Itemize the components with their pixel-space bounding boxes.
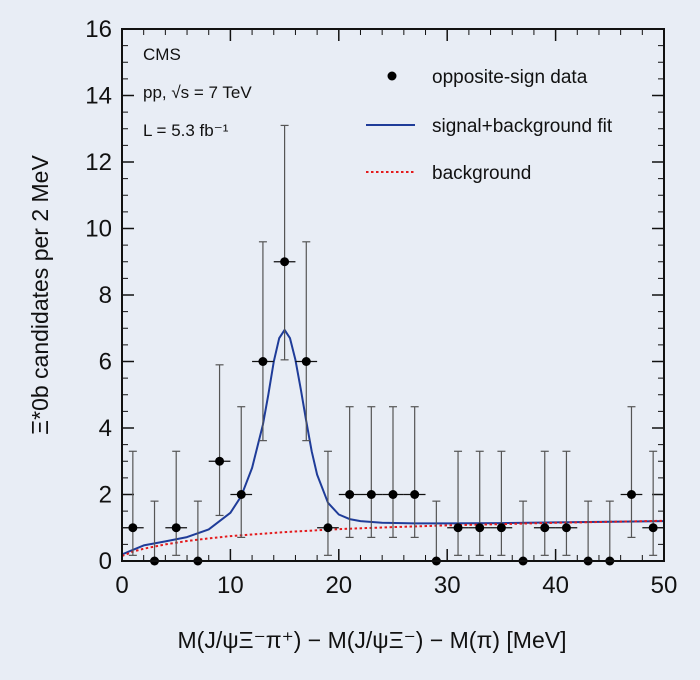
- legend-label-background: background: [432, 163, 531, 184]
- legend: opposite-sign data signal+background fit…: [366, 67, 613, 184]
- annotation-energy: pp, √s = 7 TeV: [143, 83, 252, 102]
- data-point: [626, 490, 636, 499]
- data-point: [540, 523, 550, 533]
- annotation-luminosity: L = 5.3 fb⁻¹: [143, 121, 229, 140]
- data-point: [366, 490, 376, 499]
- y-tick-label: 16: [85, 16, 112, 43]
- fit-curve: [121, 328, 665, 556]
- curves-layer: [121, 328, 665, 557]
- y-tick-label: 8: [99, 282, 112, 309]
- data-point-group: [317, 450, 339, 556]
- y-tick-label: 2: [99, 482, 112, 509]
- data-point-group: [230, 406, 253, 538]
- data-point: [561, 523, 571, 533]
- data-point: [236, 490, 246, 499]
- data-point-group: [490, 450, 513, 556]
- data-point-group: [338, 406, 361, 538]
- data-point: [323, 523, 333, 533]
- data-point-group: [165, 450, 188, 556]
- legend-label-fit: signal+background fit: [432, 116, 613, 137]
- plot-frame: [121, 28, 665, 562]
- data-point: [128, 523, 138, 533]
- data-point-group: [273, 124, 296, 361]
- x-axis-title: M(J/ψΞ⁻π⁺) − M(J/ψΞ⁻) − M(π) [MeV]: [178, 627, 567, 653]
- data-point: [475, 523, 485, 533]
- x-tick-label: 0: [115, 572, 128, 599]
- y-axis-title: Ξ*0b candidates per 2 MeV: [27, 155, 53, 435]
- data-point-group: [447, 450, 469, 556]
- data-point: [280, 257, 290, 267]
- y-tick-label: 4: [99, 415, 112, 442]
- data-point: [345, 490, 355, 499]
- data-point: [648, 523, 658, 533]
- data-point: [258, 357, 268, 366]
- y-tick-label: 6: [99, 349, 112, 376]
- data-point: [410, 490, 420, 499]
- y-tick-label: 12: [85, 149, 112, 176]
- data-point: [453, 523, 463, 533]
- y-tick-label: 0: [99, 548, 112, 575]
- data-point: [215, 456, 225, 466]
- data-point-group: [122, 450, 144, 556]
- x-tick-label: 10: [217, 572, 244, 599]
- data-point-group: [360, 406, 383, 538]
- x-tick-label: 30: [434, 572, 461, 599]
- data-point-group: [533, 450, 556, 556]
- data-point-group: [252, 241, 274, 442]
- data-point-group: [555, 450, 578, 556]
- legend-marker-data: [387, 71, 397, 81]
- data-point-group: [468, 450, 491, 556]
- data-point-group: [403, 406, 426, 538]
- x-tick-label: 50: [651, 572, 678, 599]
- data-point-group: [620, 406, 643, 538]
- background-curve: [121, 519, 665, 557]
- tick-labels: 0 10 20 30 40 50 0 2 4 6 8 10 12 14 16: [85, 16, 677, 599]
- legend-label-data: opposite-sign data: [432, 67, 588, 88]
- x-tick-label: 20: [325, 572, 352, 599]
- data-point-group: [642, 450, 664, 556]
- x-tick-label: 40: [542, 572, 569, 599]
- data-point: [301, 357, 311, 366]
- data-point-group: [208, 364, 231, 517]
- data-point: [496, 523, 506, 533]
- annotation-experiment: CMS: [143, 45, 181, 64]
- data-point: [388, 490, 398, 499]
- data-point-group: [295, 241, 318, 442]
- y-tick-label: 10: [85, 216, 112, 243]
- data-point: [171, 523, 181, 533]
- data-point-group: [382, 406, 404, 538]
- y-tick-label: 14: [85, 83, 112, 110]
